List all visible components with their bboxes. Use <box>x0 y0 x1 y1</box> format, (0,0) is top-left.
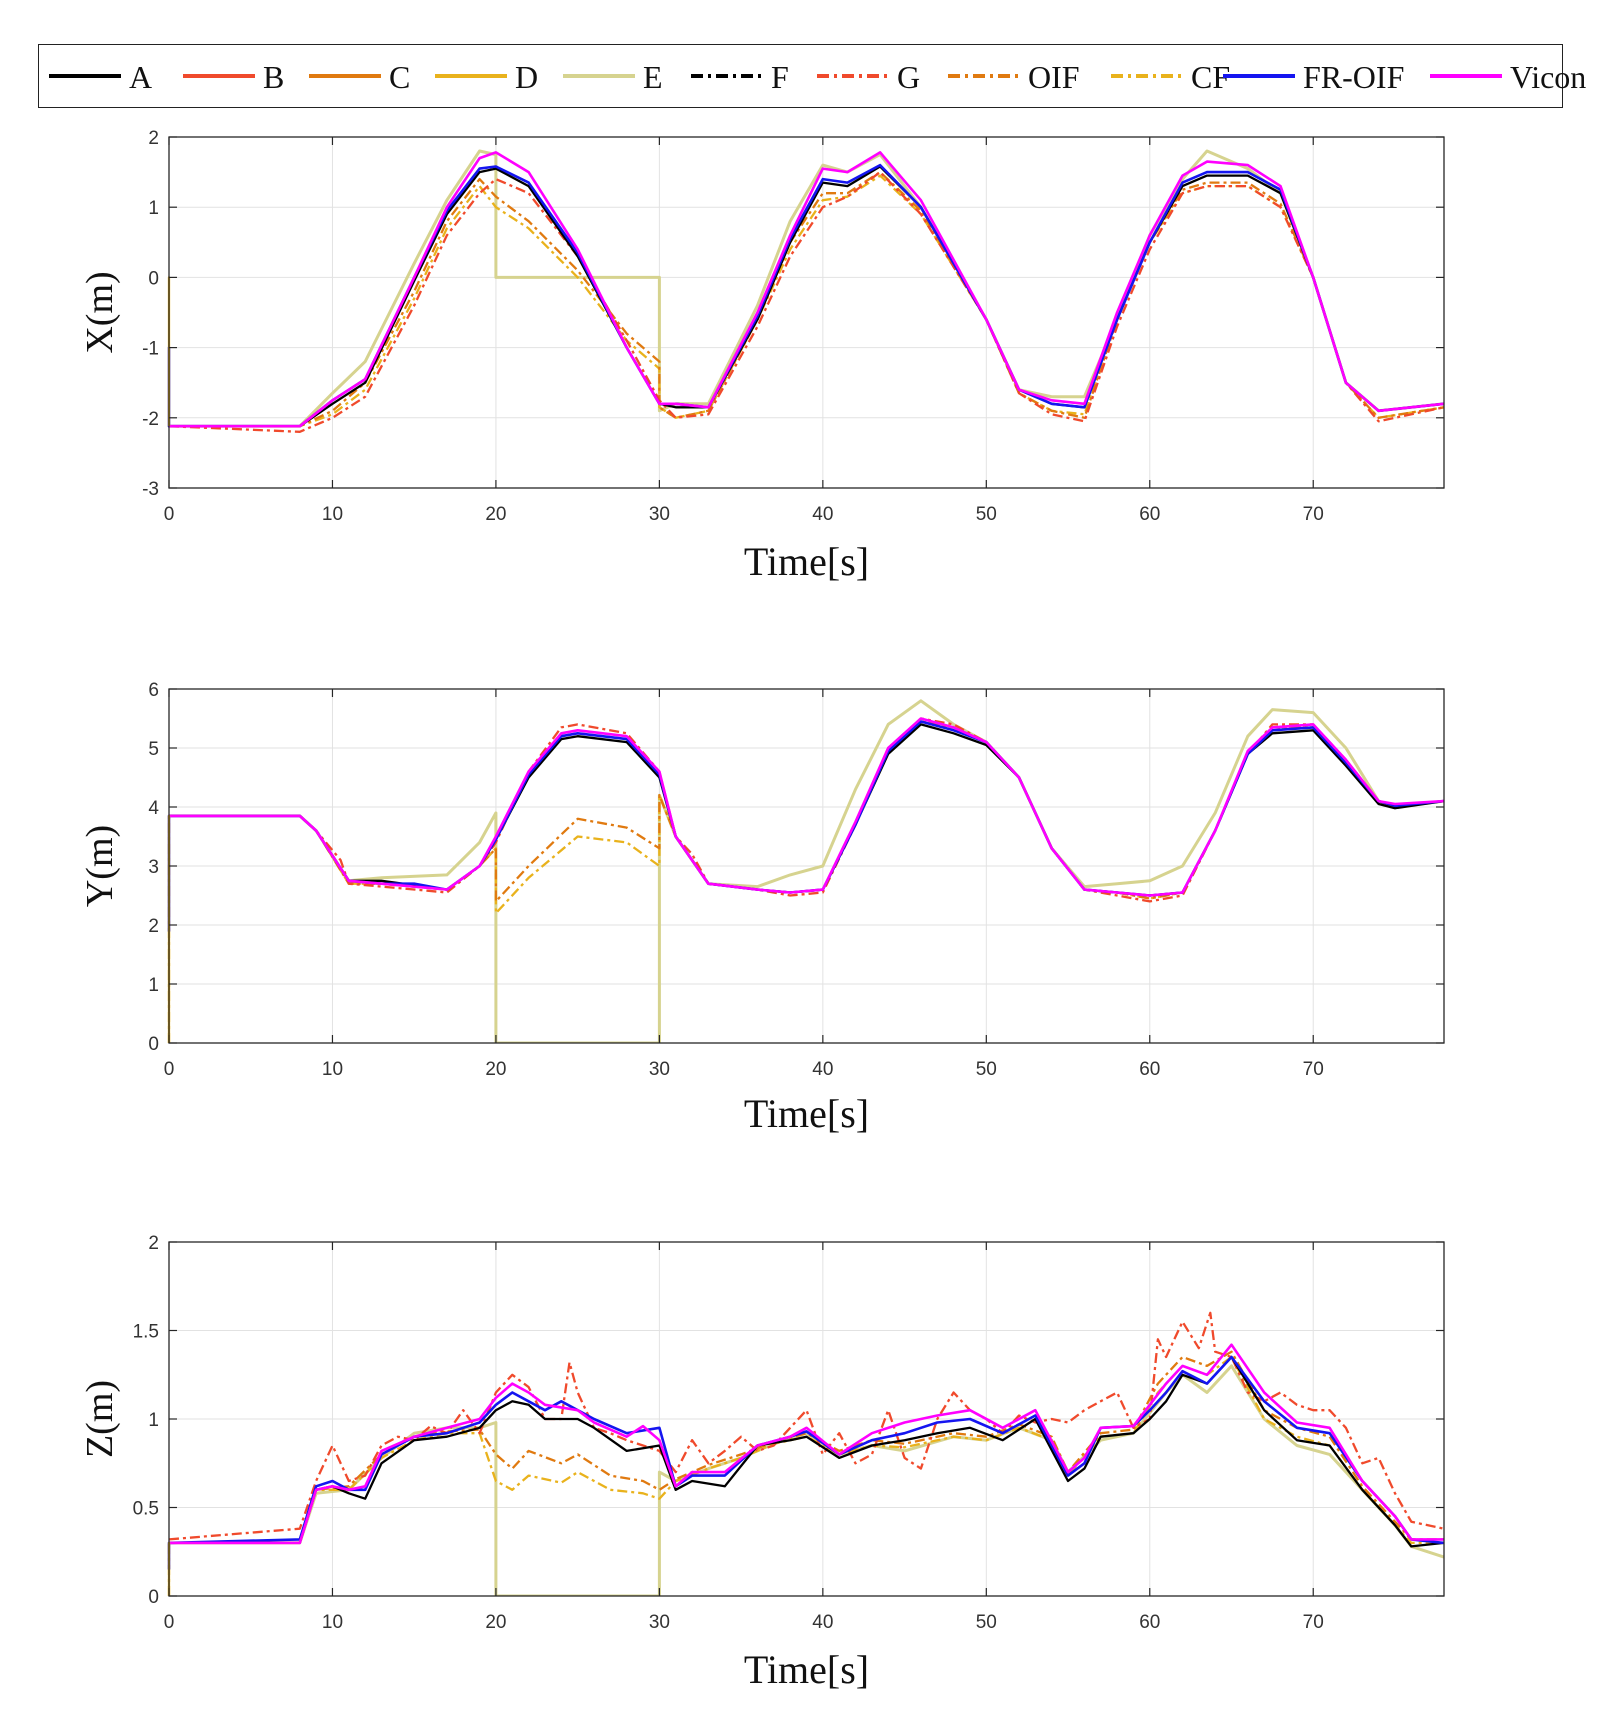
legend-swatch-g <box>817 74 889 78</box>
legend-label-fr-oif: FR-OIF <box>1303 59 1405 95</box>
x-tick-label: 0 <box>164 1059 175 1080</box>
x-axis-label: Time[s] <box>744 1091 869 1136</box>
legend-swatch-f <box>691 74 763 78</box>
x-tick-label: 40 <box>812 1612 833 1633</box>
x-tick-label: 0 <box>164 504 175 525</box>
x-tick-label: 10 <box>322 504 343 525</box>
legend-label-c: C <box>389 59 411 95</box>
plot-area <box>169 137 1444 488</box>
legend-swatch-c <box>309 74 381 78</box>
x-tick-label: 20 <box>485 1612 506 1633</box>
series-group <box>167 149 1444 433</box>
x-tick-label: 70 <box>1303 504 1324 525</box>
y-axis-label: Y(m) <box>79 825 121 907</box>
legend: A B C D E F G OIF CF FR-OIF Vicon <box>38 44 1586 109</box>
legend-swatch-a <box>49 74 121 78</box>
x-tick-label: 50 <box>976 1612 997 1633</box>
legend-swatch-d <box>435 74 507 78</box>
legend-swatch-oif <box>948 74 1020 78</box>
x-tick-label: 30 <box>649 1612 670 1633</box>
legend-item-g: G <box>813 45 923 109</box>
x-tick-label: 70 <box>1303 1059 1324 1080</box>
z-panel: 0 10 20 30 40 50 60 70 0 0.5 1 1.5 2 Time[s] Z(m) <box>79 1233 1445 1692</box>
legend-item-a: A <box>45 45 155 109</box>
x-panel: 0 10 20 30 40 50 60 70 -3 -2 -1 0 1 2 Time[s] X(m) <box>79 128 1445 584</box>
legend-item-b: B <box>179 45 289 109</box>
legend-swatch-cf <box>1111 74 1183 78</box>
y-tick-label: 2 <box>148 1233 159 1254</box>
x-axis-label: Time[s] <box>744 539 869 584</box>
legend-swatch-e <box>563 74 635 78</box>
legend-item-oif: OIF <box>944 45 1082 109</box>
x-tick-label: 70 <box>1303 1612 1324 1633</box>
series-e-line <box>169 699 1444 1043</box>
x-tick-label: 10 <box>322 1612 343 1633</box>
series-oif-line <box>169 170 1444 428</box>
legend-item-f: F <box>687 45 797 109</box>
x-tick-label: 60 <box>1139 1612 1160 1633</box>
y-tick-label: 5 <box>148 739 159 760</box>
y-axis-label: Z(m) <box>79 1380 121 1458</box>
legend-item-c: C <box>305 45 415 109</box>
legend-label-oif: OIF <box>1028 59 1080 95</box>
legend-label-e: E <box>643 59 663 95</box>
y-tick-label: 0 <box>148 268 159 289</box>
series-vicon-line <box>169 1343 1444 1545</box>
y-tick-label: 4 <box>148 798 159 819</box>
series-g-line <box>168 1311 1444 1541</box>
legend-label-f: F <box>771 59 789 95</box>
legend-item-d: D <box>431 45 541 109</box>
y-tick-label: 0 <box>148 1587 159 1608</box>
x-tick-label: 50 <box>976 1059 997 1080</box>
series-a-line <box>169 165 1444 428</box>
series-vicon-line <box>169 717 1444 897</box>
y-tick-label: 2 <box>148 916 159 937</box>
y-tick-label: -1 <box>142 339 159 360</box>
y-axis-label: X(m) <box>79 271 121 353</box>
x-tick-label: 60 <box>1139 504 1160 525</box>
x-tick-label: 20 <box>485 504 506 525</box>
axes-box <box>168 136 1445 489</box>
y-tick-label: 1.5 <box>133 1322 159 1343</box>
legend-label-a: A <box>129 59 153 95</box>
legend-swatch-b <box>183 74 255 78</box>
x-tick-label: 10 <box>322 1059 343 1080</box>
y-tick-label: 1 <box>148 198 159 219</box>
series-vicon-line <box>169 151 1444 428</box>
legend-item-vicon: Vicon <box>1426 45 1586 109</box>
legend-swatch-vicon <box>1430 74 1502 78</box>
x-tick-label: 40 <box>812 1059 833 1080</box>
y-tick-label: 1 <box>148 1410 159 1431</box>
y-tick-label: 0 <box>148 1034 159 1055</box>
x-tick-label: 60 <box>1139 1059 1160 1080</box>
y-tick-label: -2 <box>142 409 159 430</box>
y-tick-label: 3 <box>148 857 159 878</box>
legend-label-g: G <box>897 59 921 95</box>
x-tick-label: 30 <box>649 1059 670 1080</box>
legend-swatch-fr-oif <box>1223 74 1295 78</box>
legend-item-e: E <box>559 45 669 109</box>
y-tick-label: 2 <box>148 128 159 149</box>
y-tick-label: -3 <box>142 479 159 500</box>
series-group <box>167 699 1444 1043</box>
legend-label-vicon: Vicon <box>1510 59 1587 95</box>
legend-label-b: B <box>263 59 285 95</box>
y-tick-label: 1 <box>148 975 159 996</box>
series-group <box>167 1311 1444 1596</box>
y-tick-label: 6 <box>148 680 159 701</box>
x-tick-label: 40 <box>812 504 833 525</box>
legend-label-d: D <box>515 59 539 95</box>
x-tick-label: 50 <box>976 504 997 525</box>
legend-item-fr-oif: FR-OIF <box>1219 45 1419 109</box>
y-panel: 0 10 20 30 40 50 60 70 0 1 2 3 4 5 6 Time[s] Y(m) <box>79 680 1445 1136</box>
y-tick-label: 0.5 <box>133 1499 159 1520</box>
x-tick-label: 20 <box>485 1059 506 1080</box>
x-tick-label: 0 <box>164 1612 175 1633</box>
series-g-line <box>168 170 1444 433</box>
x-tick-label: 30 <box>649 504 670 525</box>
x-axis-label: Time[s] <box>744 1647 869 1692</box>
